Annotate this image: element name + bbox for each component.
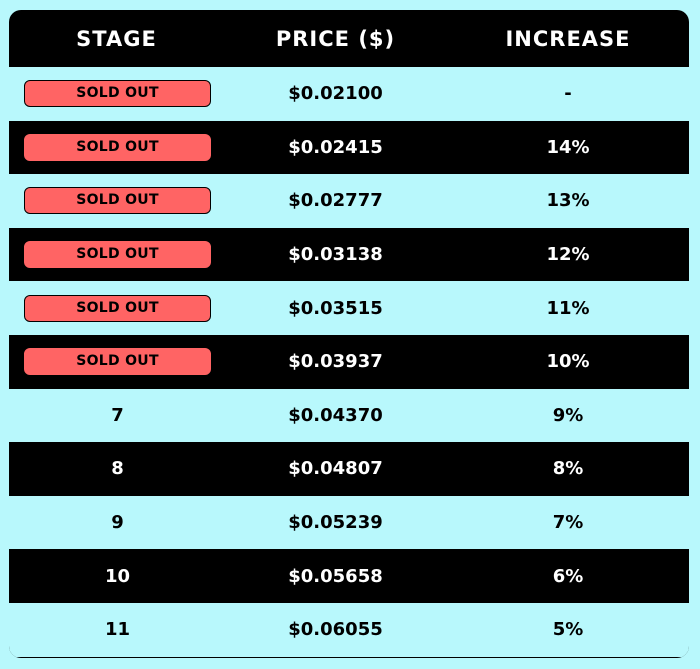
stage-cell: SOLD OUT [9, 334, 224, 389]
price-cell: $0.04370 [224, 388, 447, 443]
price-cell: $0.03138 [224, 227, 447, 282]
price-cell: $0.02777 [224, 174, 447, 228]
price-cell: $0.06055 [224, 602, 447, 657]
stage-number: 10 [104, 565, 131, 587]
table-row: SOLD OUT $0.02100- [9, 67, 689, 121]
header-row: STAGE PRICE ($) INCREASE [9, 10, 689, 67]
table-row: 9 $0.05239 7% [9, 495, 689, 550]
table-row: 11 $0.06055 5% [9, 602, 689, 657]
stage-number: 7 [111, 404, 124, 426]
sold-out-badge: SOLD OUT [24, 294, 211, 322]
stage-cell: SOLD OUT [9, 67, 224, 121]
increase-cell: 12% [447, 227, 689, 282]
increase-cell: 11% [447, 281, 689, 335]
table-row: 10 $0.05658 6% [9, 549, 689, 603]
table-row: SOLD OUT $0.03937 10% [9, 334, 689, 389]
stage-cell: 7 [9, 388, 224, 443]
stage-cell: SOLD OUT [9, 281, 224, 335]
increase-cell: 5% [447, 602, 689, 657]
sold-out-badge: SOLD OUT [24, 348, 211, 376]
stage-cell: 11 [9, 602, 224, 657]
header-increase: INCREASE [505, 26, 631, 51]
stage-number: 8 [111, 458, 124, 480]
price-cell: $0.05239 [224, 495, 447, 550]
increase-cell: 14% [447, 120, 689, 175]
table-row: SOLD OUT $0.03138 12% [9, 227, 689, 282]
increase-cell: 13% [447, 174, 689, 228]
stage-cell: 10 [9, 549, 224, 603]
increase-cell: 6% [447, 549, 689, 603]
increase-cell: 7% [447, 495, 689, 550]
sold-out-badge: SOLD OUT [24, 133, 211, 161]
price-cell: $0.03515 [224, 281, 447, 335]
stage-cell: SOLD OUT [9, 120, 224, 175]
price-cell: $0.05658 [224, 549, 447, 603]
table-row: SOLD OUT $0.03515 11% [9, 281, 689, 335]
header-stage: STAGE [76, 26, 157, 51]
stage-cell: 9 [9, 495, 224, 550]
price-cell: $0.03937 [224, 334, 447, 389]
presale-stages-table: STAGE PRICE ($) INCREASE SOLD OUT $0.0210… [9, 10, 689, 657]
stage-number: 11 [104, 619, 131, 641]
stage-number: 9 [111, 512, 124, 534]
sold-out-badge: SOLD OUT [24, 80, 211, 108]
stage-cell: SOLD OUT [9, 174, 224, 228]
table-row: SOLD OUT $0.02415 14% [9, 120, 689, 175]
header-price: PRICE ($) [275, 26, 396, 51]
price-cell: $0.02100 [224, 67, 447, 121]
increase-cell: 8% [447, 442, 689, 496]
price-cell: $0.04807 [224, 442, 447, 496]
sold-out-badge: SOLD OUT [24, 241, 211, 269]
table-row: SOLD OUT $0.02777 13% [9, 174, 689, 228]
table-header: STAGE PRICE ($) INCREASE [9, 10, 689, 67]
stage-cell: SOLD OUT [9, 227, 224, 282]
price-cell: $0.02415 [224, 120, 447, 175]
table-body: SOLD OUT $0.02100- SOLD OUT $0.02415 14% SOLD… [9, 67, 689, 657]
table-row: 8 $0.04807 8% [9, 442, 689, 496]
increase-cell: 10% [447, 334, 689, 389]
sold-out-badge: SOLD OUT [24, 187, 211, 215]
table-row: 7 $0.04370 9% [9, 388, 689, 443]
stages-table-container: STAGE PRICE ($) INCREASE SOLD OUT $0.0210… [9, 10, 689, 658]
stage-cell: 8 [9, 442, 224, 496]
increase-cell: - [447, 67, 689, 121]
increase-cell: 9% [447, 388, 689, 443]
